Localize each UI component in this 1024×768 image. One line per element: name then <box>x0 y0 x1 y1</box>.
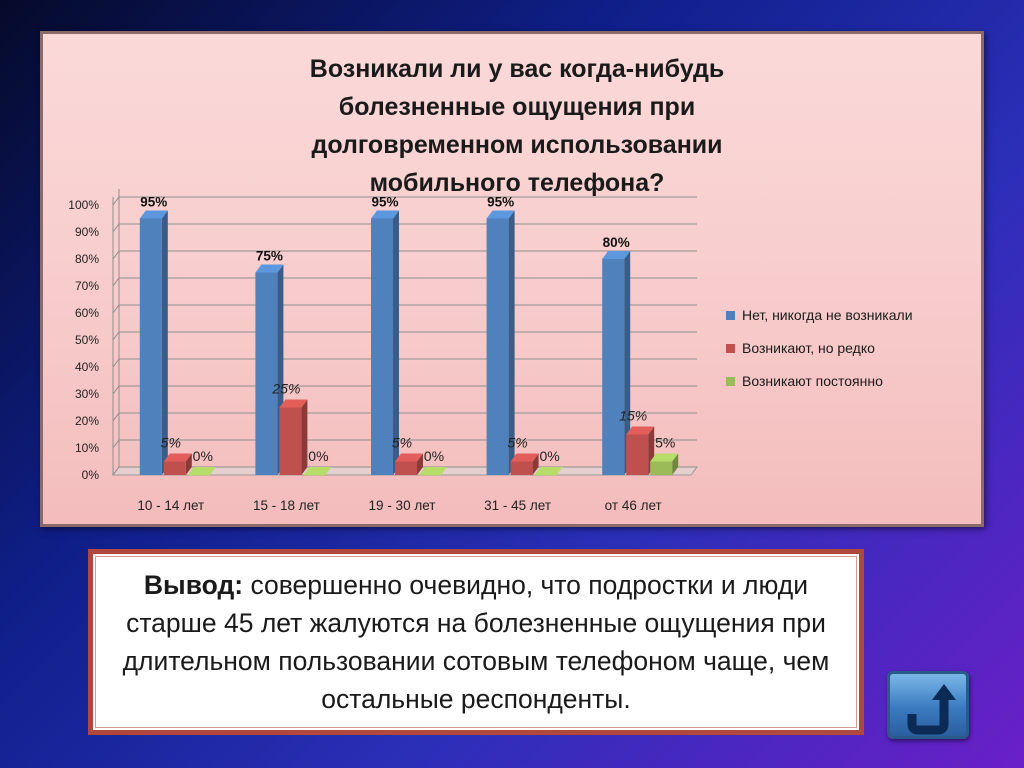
legend-label: Возникают, но редко <box>742 340 875 356</box>
x-tick-label: от 46 лет <box>605 498 662 513</box>
y-tick-label: 20% <box>75 414 99 428</box>
bar-side <box>672 453 679 475</box>
data-label: 25% <box>271 381 300 397</box>
bar-top <box>187 467 216 475</box>
bar-top <box>371 210 399 219</box>
data-label: 5% <box>392 435 412 451</box>
bar-top <box>626 426 655 435</box>
data-label: 95% <box>487 195 514 210</box>
y-tick-label: 90% <box>75 225 99 239</box>
y-tick-label: 30% <box>75 387 99 401</box>
bar <box>371 218 393 475</box>
data-label: 0% <box>539 448 559 464</box>
bar-top <box>279 399 308 408</box>
chart-panel: Возникали ли у вас когда-нибудь болезнен… <box>40 31 984 527</box>
x-tick-label: 31 - 45 лет <box>484 498 551 513</box>
bar-side <box>301 399 308 475</box>
bar-top <box>395 453 423 462</box>
bar-top <box>419 467 447 475</box>
legend-swatch <box>726 344 735 353</box>
bar <box>187 475 210 476</box>
bar-side <box>185 453 192 475</box>
bar <box>303 475 326 476</box>
y-tick-label: 100% <box>68 198 99 212</box>
y-tick-label: 60% <box>75 306 99 320</box>
bar-top <box>163 453 192 462</box>
data-label: 80% <box>603 235 630 250</box>
data-label: 0% <box>308 448 328 464</box>
data-label: 5% <box>161 435 181 451</box>
x-tick-label: 15 - 18 лет <box>253 498 320 513</box>
bar <box>534 475 557 476</box>
bar-top <box>602 251 631 259</box>
legend-swatch <box>726 311 735 320</box>
bar <box>255 272 278 475</box>
return-arrow-icon <box>907 684 956 735</box>
bar-side <box>508 210 515 475</box>
bar <box>419 475 441 476</box>
bar-side <box>417 453 423 475</box>
y-tick-label: 80% <box>75 252 99 266</box>
data-label: 15% <box>619 408 647 424</box>
return-button[interactable] <box>887 671 969 739</box>
conclusion-text: Вывод: совершенно очевидно, что подростк… <box>111 566 841 718</box>
bar <box>395 461 417 475</box>
y-tick-label: 70% <box>75 279 99 293</box>
conclusion-lead: Вывод: <box>143 570 244 600</box>
bar <box>650 461 673 475</box>
bar <box>486 218 509 475</box>
data-label: 95% <box>140 195 167 210</box>
legend-label: Возникают постоянно <box>742 373 883 389</box>
gridline <box>112 196 697 206</box>
bar <box>279 407 302 475</box>
data-label: 5% <box>507 435 527 451</box>
bar <box>510 461 533 475</box>
legend-label: Нет, никогда не возникали <box>742 307 913 323</box>
y-tick-label: 50% <box>75 333 99 347</box>
bar-side <box>624 251 631 475</box>
bar-top <box>510 453 539 462</box>
bar-top <box>486 210 515 219</box>
bar <box>163 461 186 475</box>
bar-top <box>255 264 284 273</box>
x-tick-label: 10 - 14 лет <box>137 498 204 513</box>
data-label: 5% <box>655 435 675 451</box>
data-label: 0% <box>193 448 213 464</box>
y-tick-label: 10% <box>75 441 99 455</box>
x-tick-label: 19 - 30 лет <box>369 498 436 513</box>
bar-chart: 0% 10% 20% 30% 40% 50% 60% 70% 80% 90% 100% 10 - 14… <box>68 189 913 513</box>
y-tick-label: 0% <box>82 468 100 482</box>
bar <box>626 434 649 475</box>
y-tick-label: 40% <box>75 360 99 374</box>
conclusion-box: Вывод: совершенно очевидно, что подростк… <box>88 549 864 735</box>
chart-title: Возникали ли у вас когда-нибудь болезнен… <box>309 55 725 197</box>
data-label: 95% <box>371 195 398 210</box>
bar-side <box>393 210 399 475</box>
bar-top <box>534 467 563 475</box>
bar-top <box>650 453 679 462</box>
gridline <box>112 223 697 233</box>
bar-top <box>303 467 332 475</box>
bar <box>602 259 625 475</box>
bar-top <box>139 210 168 219</box>
legend-swatch <box>726 377 735 386</box>
bar-side <box>532 453 539 475</box>
bar-side <box>161 210 168 475</box>
conclusion-body: совершенно очевидно, что подростки и люд… <box>122 570 830 714</box>
data-label: 75% <box>256 249 283 264</box>
data-label: 0% <box>424 448 444 464</box>
bar <box>139 218 162 475</box>
